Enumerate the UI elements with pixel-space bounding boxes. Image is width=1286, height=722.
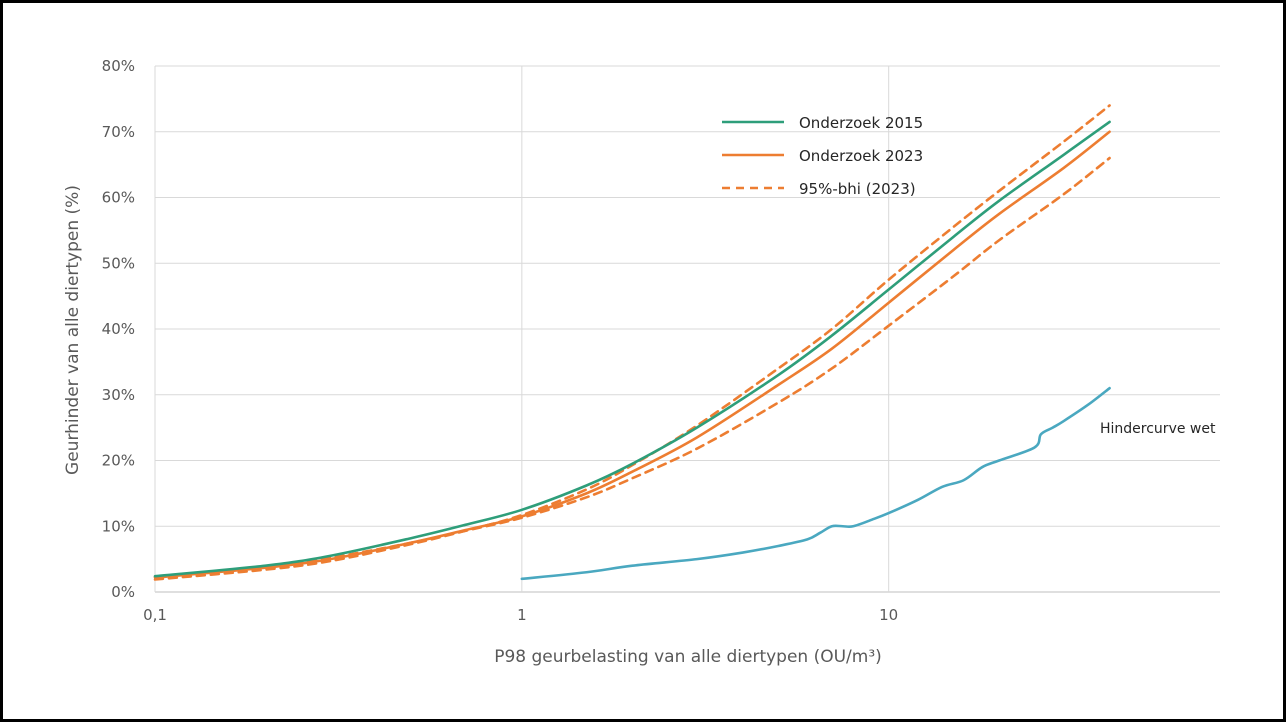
series-line-95-bhi-2023 xyxy=(153,104,1111,581)
y-tick-label: 40% xyxy=(102,320,135,338)
x-axis-title: P98 geurbelasting van alle diertypen (OU… xyxy=(494,647,882,667)
x-tick-label: 10 xyxy=(879,606,898,624)
legend: Onderzoek 2015 Onderzoek 2023 95%-bhi (202… xyxy=(722,114,923,198)
y-tick-label: 0% xyxy=(111,583,135,601)
y-tick-label: 80% xyxy=(102,57,135,75)
series-line-onderzoek-2015 xyxy=(153,120,1111,578)
y-tick-label: 30% xyxy=(102,386,135,404)
legend-label: 95%-bhi (2023) xyxy=(799,180,916,198)
series-line-ci-lower xyxy=(153,156,1111,579)
x-tick-label: 0,1 xyxy=(143,606,167,624)
y-tick-label: 60% xyxy=(102,189,135,207)
series-lines xyxy=(153,104,1111,581)
x-tick-label: 1 xyxy=(517,606,527,624)
x-tick-labels: 0,1 1 10 xyxy=(143,606,898,624)
legend-label: Onderzoek 2015 xyxy=(799,114,923,132)
series-line-hindercurve-wet xyxy=(520,386,1111,581)
y-tick-label: 70% xyxy=(102,123,135,141)
annotation-hindercurve-wet: Hindercurve wet xyxy=(1100,421,1216,437)
y-tick-label: 50% xyxy=(102,254,135,272)
y-tick-label: 10% xyxy=(102,517,135,535)
grid-lines xyxy=(154,65,1220,593)
y-axis-title: Geurhinder van alle diertypen (%) xyxy=(63,185,83,475)
legend-label: Onderzoek 2023 xyxy=(799,147,923,165)
series-line-onderzoek-2023 xyxy=(153,130,1111,579)
y-tick-labels: 0% 10% 20% 30% 40% 50% 60% 70% 80% xyxy=(102,57,135,601)
y-tick-label: 20% xyxy=(102,452,135,470)
